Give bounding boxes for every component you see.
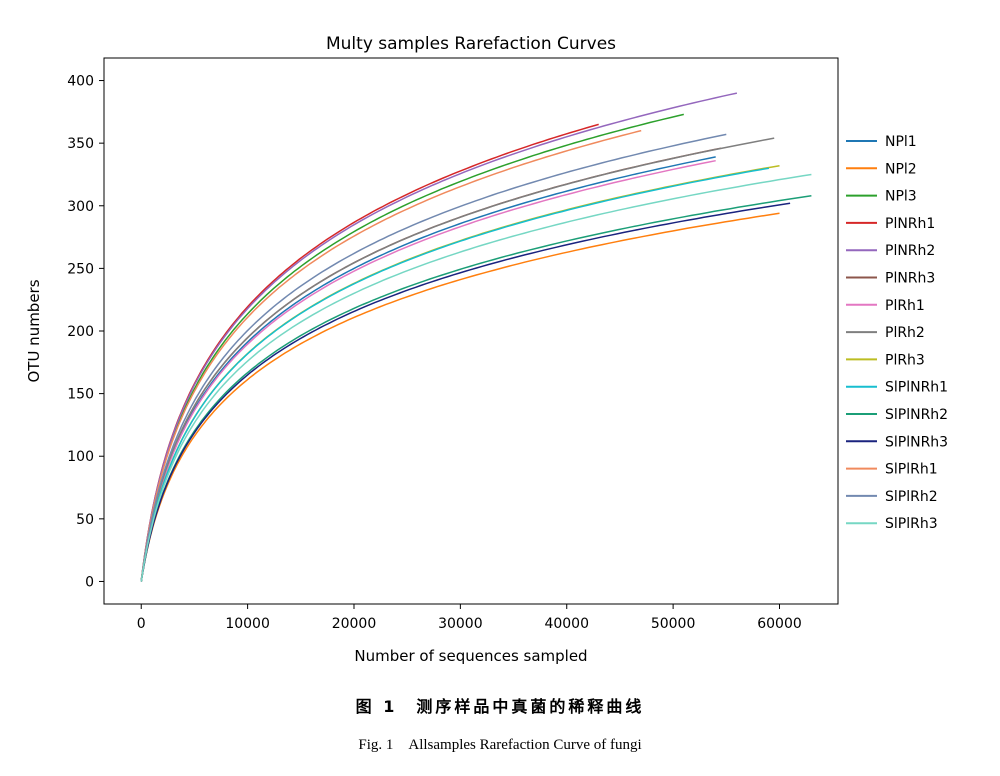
chart-title: Multy samples Rarefaction Curves	[326, 34, 616, 54]
figure-caption-english: Fig. 1 Allsamples Rarefaction Curve of f…	[358, 737, 642, 753]
series-line-PlNRh1	[140, 123, 599, 582]
legend: NPl1 NPl2 NPl3 PlNRh1 PlNRh2 PlNRh3 PlRh1 PlRh2…	[846, 134, 948, 532]
y-tick-label: 150	[67, 387, 94, 403]
x-tick-label: 40000	[544, 616, 589, 632]
series-line-PlRh1	[140, 159, 716, 582]
x-tick-label: 0	[137, 616, 146, 632]
legend-label: PlNRh1	[885, 216, 935, 232]
x-tick-label: 10000	[225, 616, 270, 632]
series-line-SlPlRh1	[140, 129, 642, 582]
series-line-SlPlRh2	[140, 133, 727, 582]
y-tick-label: 350	[67, 136, 94, 152]
series-line-SlPlNRh2	[140, 195, 812, 582]
legend-label: SlPlRh3	[885, 516, 938, 532]
plot-frame	[103, 57, 839, 605]
x-axis: 0 10000 20000 30000 40000 50000 60000	[137, 604, 802, 632]
legend-label: SlPlNRh2	[885, 407, 948, 423]
x-tick-label: 20000	[332, 616, 377, 632]
legend-label: NPl2	[885, 161, 917, 177]
rarefaction-chart: Multy samples Rarefaction Curves 0 10000 2…	[25, 34, 948, 665]
x-tick-label: 30000	[438, 616, 483, 632]
series-line-SlPlNRh3	[140, 202, 791, 582]
y-tick-label: 400	[67, 74, 94, 90]
series-line-PlRh2	[140, 137, 775, 582]
y-axis: 0 50 100 150 200 250 300 350 400	[67, 74, 104, 590]
y-tick-label: 200	[67, 324, 94, 340]
series-line-SlPlNRh1	[140, 167, 770, 582]
legend-label: NPl3	[885, 189, 917, 205]
legend-label: SlPlRh2	[885, 489, 938, 505]
series-line-NPl1	[140, 156, 716, 582]
legend-label: SlPlRh1	[885, 462, 938, 478]
legend-label: PlNRh2	[885, 243, 935, 259]
series-line-PlRh3	[140, 164, 780, 582]
y-tick-label: 0	[85, 574, 94, 590]
legend-label: SlPlNRh1	[885, 380, 948, 396]
legend-label: PlNRh3	[885, 271, 935, 287]
figure-caption-chinese: 图 1 测序样品中真菌的稀释曲线	[355, 697, 645, 716]
y-tick-label: 250	[67, 261, 94, 277]
y-tick-label: 100	[67, 449, 94, 465]
legend-label: PlRh1	[885, 298, 925, 314]
plot-area	[140, 92, 812, 582]
y-axis-label: OTU numbers	[25, 279, 43, 382]
y-tick-label: 50	[76, 512, 94, 528]
x-axis-label: Number of sequences sampled	[354, 647, 587, 665]
legend-label: PlRh3	[885, 352, 925, 368]
legend-label: SlPlNRh3	[885, 434, 948, 450]
x-tick-label: 60000	[757, 616, 802, 632]
legend-label: NPl1	[885, 134, 917, 150]
legend-label: PlRh2	[885, 325, 925, 341]
x-tick-label: 50000	[651, 616, 696, 632]
series-line-SlPlRh3	[140, 173, 812, 582]
y-tick-label: 300	[67, 199, 94, 215]
